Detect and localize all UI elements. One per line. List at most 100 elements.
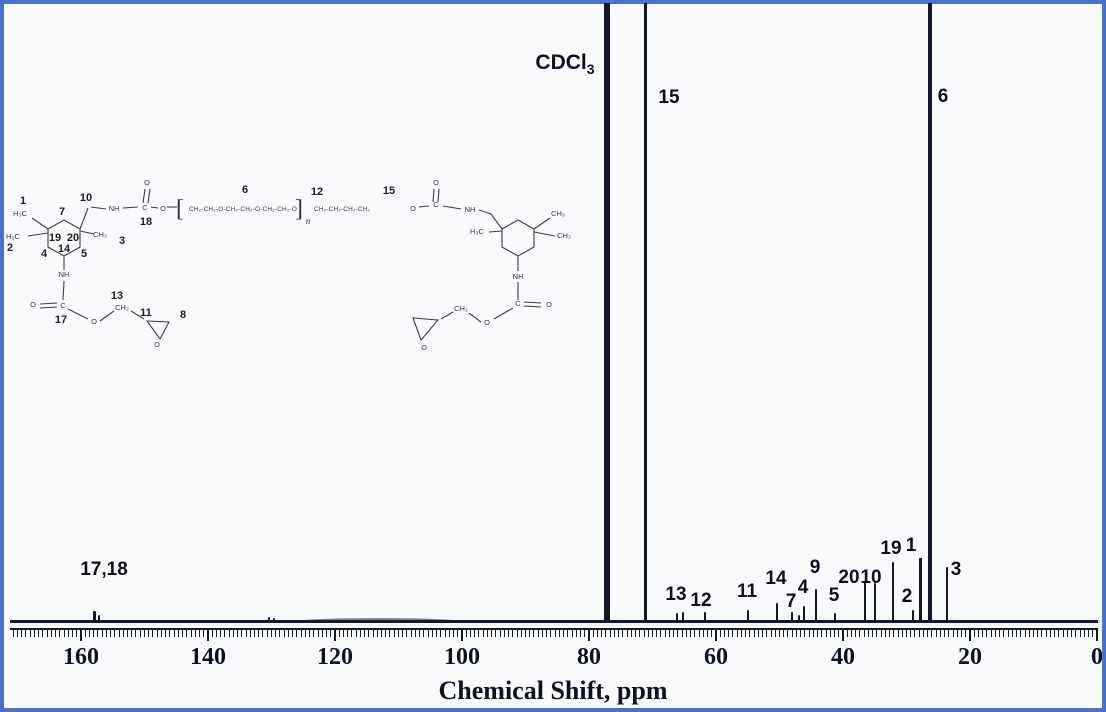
axis-minor-tick	[834, 630, 836, 637]
axis-minor-tick	[1007, 630, 1009, 637]
structure-atom-label: O	[546, 300, 552, 309]
axis-minor-tick	[948, 630, 950, 637]
axis-minor-tick	[186, 630, 188, 637]
axis-minor-tick	[804, 630, 806, 637]
axis-major-tick	[1096, 630, 1098, 641]
axis-minor-tick	[499, 630, 501, 637]
structure-number-13: 13	[111, 290, 123, 302]
structure-number-6: 6	[242, 184, 248, 196]
structure-atom-label: CH₃	[551, 209, 565, 218]
peak-label-5: 5	[828, 585, 840, 606]
axis-minor-tick	[135, 630, 137, 637]
axis-major-tick	[334, 630, 336, 641]
axis-minor-tick	[270, 630, 272, 637]
peak-label-17-18: 17,18	[80, 559, 128, 580]
structure-number-11: 11	[140, 307, 152, 319]
axis-minor-tick	[300, 630, 302, 637]
axis-minor-tick	[372, 630, 374, 637]
axis-minor-tick	[783, 630, 785, 637]
axis-minor-tick	[812, 630, 814, 637]
axis-minor-tick	[855, 630, 857, 637]
axis-minor-tick	[76, 630, 78, 637]
axis-minor-tick	[999, 630, 1001, 637]
axis-minor-tick	[177, 630, 179, 637]
structure-atom-label: O	[91, 317, 97, 326]
axis-minor-tick	[262, 630, 264, 637]
axis-minor-tick	[292, 630, 294, 637]
axis-minor-tick	[592, 630, 594, 637]
axis-minor-tick	[1075, 630, 1077, 637]
axis-minor-tick	[694, 630, 696, 637]
axis-major-tick	[207, 630, 209, 641]
structure-atom-label: C	[433, 200, 439, 209]
structure-atom-label: O	[144, 178, 150, 187]
axis-minor-tick	[1079, 630, 1081, 637]
structure-number-18: 18	[140, 216, 152, 228]
structure-number-10: 10	[80, 192, 92, 204]
structure-chain-text: CH₂-CH₂-O-CH₂-CH₂-O-CH₂-CH₂-O	[189, 206, 297, 213]
axis-minor-tick	[148, 630, 150, 637]
axis-minor-tick	[317, 630, 319, 637]
axis-minor-tick	[1045, 630, 1047, 637]
axis-minor-tick	[580, 630, 581, 637]
axis-tick-label: 60	[704, 644, 728, 670]
axis-minor-tick	[817, 630, 819, 637]
axis-minor-tick	[93, 630, 95, 637]
axis-minor-tick	[622, 630, 624, 637]
axis-minor-tick	[156, 630, 158, 637]
axis-minor-tick	[584, 630, 586, 637]
axis-minor-tick	[1066, 630, 1068, 637]
axis-minor-tick	[546, 630, 548, 637]
axis-minor-tick	[152, 630, 154, 637]
axis-minor-tick	[1083, 630, 1085, 637]
axis-minor-tick	[512, 630, 514, 637]
peak-label-4: 4	[797, 577, 809, 598]
axis-minor-tick	[173, 630, 175, 637]
axis-tick-label: 140	[190, 644, 226, 670]
structure-number-12: 12	[311, 186, 323, 198]
axis-minor-tick	[469, 630, 471, 637]
axis-minor-tick	[897, 630, 899, 637]
axis-minor-tick	[1041, 630, 1043, 637]
axis-tick-label: 100	[444, 644, 480, 670]
axis-minor-tick	[994, 630, 996, 637]
axis-minor-tick	[601, 630, 603, 637]
peak-label-9: 9	[809, 557, 821, 578]
axis-minor-tick	[419, 630, 421, 637]
axis-minor-tick	[198, 630, 200, 637]
structure-atom-label: H₃C	[6, 232, 20, 241]
axis-minor-tick	[309, 630, 311, 637]
peak-label-20: 20	[838, 567, 860, 588]
axis-minor-tick	[1037, 630, 1039, 637]
axis-minor-tick	[838, 630, 840, 637]
axis-minor-tick	[635, 630, 637, 637]
axis-minor-tick	[707, 630, 708, 637]
axis-minor-tick	[194, 630, 196, 637]
axis-minor-tick	[211, 630, 213, 637]
axis-minor-tick	[711, 630, 713, 637]
structure-atom-label: NH	[59, 270, 70, 279]
axis-major-tick	[80, 630, 82, 641]
axis-minor-tick	[105, 630, 107, 637]
nmr-peak-17-18	[93, 611, 97, 622]
axis-minor-tick	[482, 630, 484, 637]
axis-minor-tick	[71, 630, 73, 637]
axis-minor-tick	[347, 630, 349, 637]
axis-minor-tick	[414, 630, 416, 637]
axis-minor-tick	[808, 630, 810, 637]
axis-minor-tick	[613, 630, 615, 637]
structure-bracket: ]	[295, 196, 303, 222]
axis-minor-tick	[673, 630, 675, 637]
axis-minor-tick	[571, 630, 573, 637]
axis-minor-tick	[876, 630, 878, 637]
axis-tick-label: 80	[577, 644, 601, 670]
axis-minor-tick	[990, 630, 992, 637]
nmr-peak-4	[802, 606, 805, 622]
axis-minor-tick	[1049, 630, 1051, 637]
axis-minor-tick	[38, 630, 40, 637]
axis-minor-tick	[698, 630, 700, 637]
axis-minor-tick	[905, 630, 907, 637]
axis-minor-tick	[745, 630, 747, 637]
axis-minor-tick	[67, 630, 69, 637]
axis-tick-label: 20	[958, 644, 982, 670]
